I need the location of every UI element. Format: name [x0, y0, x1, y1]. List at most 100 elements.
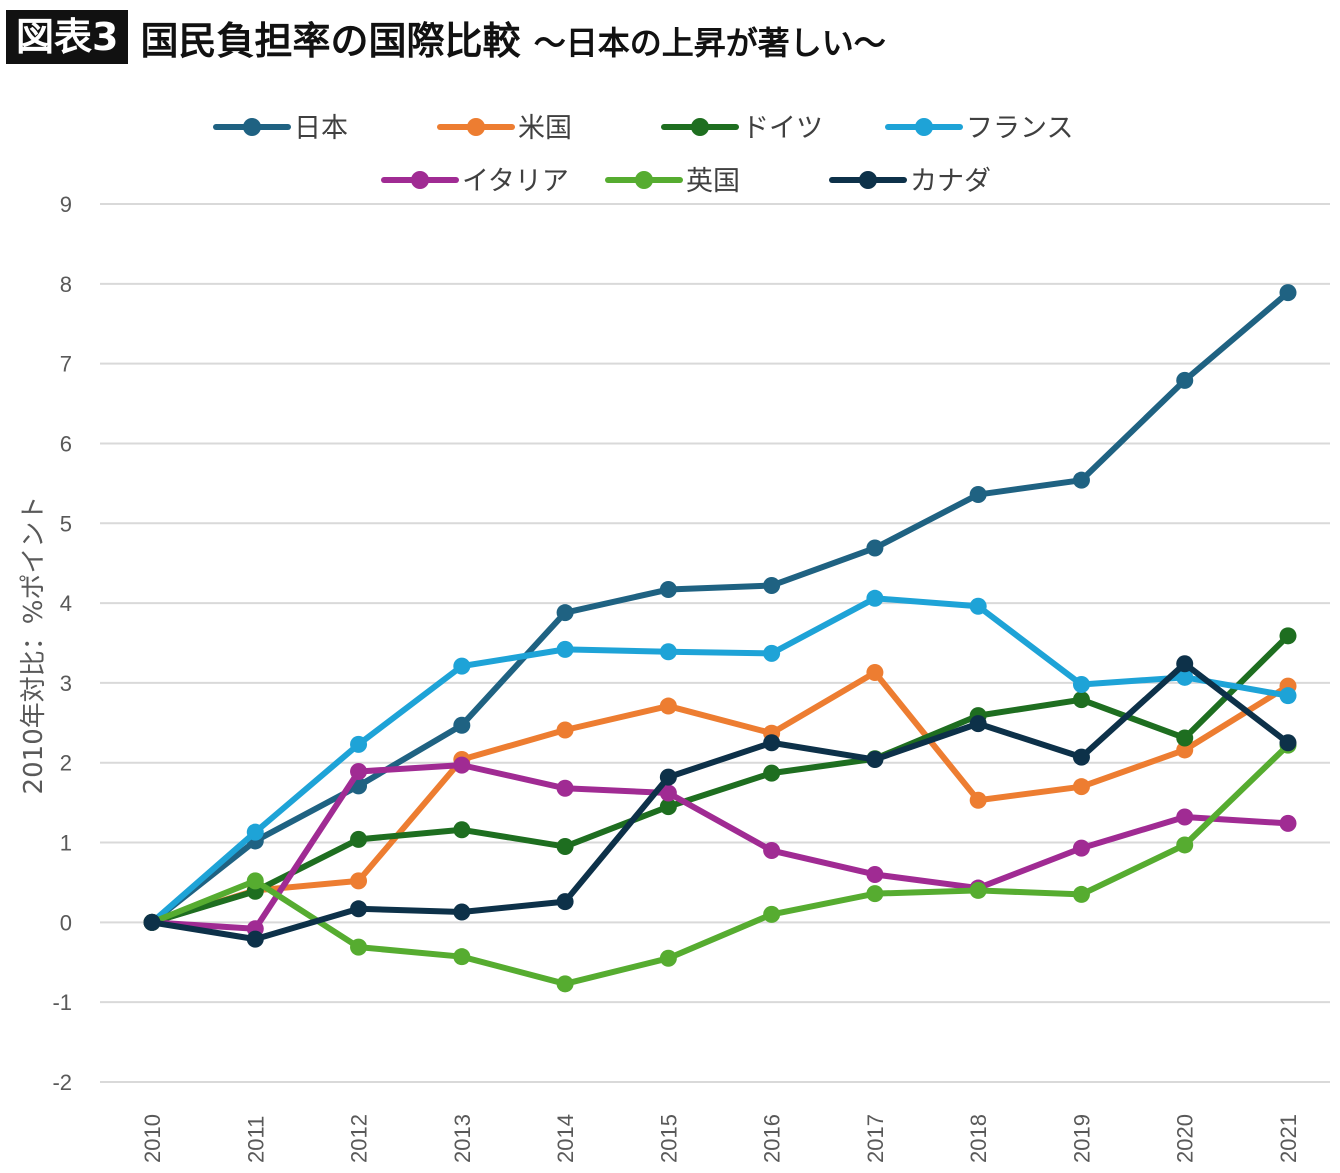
y-tick-label: 8 [60, 272, 72, 297]
data-point [556, 640, 574, 658]
data-point [1072, 778, 1090, 796]
data-point [246, 823, 264, 841]
data-point [866, 865, 884, 883]
series-line [149, 632, 1291, 926]
y-axis-ticks: -2 -1 0 1 2 3 4 5 6 7 8 9 [52, 192, 72, 1095]
y-tick-label: -2 [52, 1070, 72, 1095]
legend-label: カナダ [910, 166, 991, 197]
chart-header: 図表3 国民負担率の国際比較 〜日本の上昇が著しい〜 [6, 8, 886, 66]
data-point [1072, 676, 1090, 694]
x-tick-label: 2010 [140, 1114, 165, 1163]
data-point [143, 913, 161, 931]
data-point [1072, 691, 1090, 709]
data-point [453, 821, 471, 839]
x-tick-label: 2020 [1173, 1114, 1198, 1163]
y-tick-label: 5 [60, 511, 72, 536]
legend-item: 日本 [213, 113, 348, 144]
data-point [350, 900, 368, 918]
data-point [763, 644, 781, 662]
x-tick-label: 2014 [553, 1114, 578, 1163]
data-point [659, 798, 677, 816]
x-tick-label: 2013 [450, 1114, 475, 1163]
x-tick-label: 2019 [1069, 1114, 1094, 1163]
data-point [866, 751, 884, 769]
data-point [969, 881, 987, 899]
series-line [149, 669, 1291, 926]
data-point [866, 664, 884, 682]
legend-label: 英国 [686, 166, 740, 197]
data-point [556, 975, 574, 993]
chart-subtitle: 〜日本の上昇が著しい〜 [533, 23, 886, 62]
data-point [453, 756, 471, 774]
x-tick-label: 2018 [966, 1114, 991, 1163]
legend-swatch-marker [915, 118, 933, 136]
data-point [763, 764, 781, 782]
data-point [866, 539, 884, 557]
data-point [350, 938, 368, 956]
data-point [556, 604, 574, 622]
legend-item: フランス [885, 113, 1073, 144]
legend-item: 米国 [437, 113, 572, 144]
data-point [1279, 687, 1297, 705]
data-point [763, 734, 781, 752]
series-line [149, 595, 1291, 926]
data-point [1176, 668, 1194, 686]
data-point [453, 716, 471, 734]
legend-item: カナダ [829, 166, 991, 197]
legend-swatch-marker [467, 118, 485, 136]
data-point [1279, 627, 1297, 645]
data-point [453, 948, 471, 966]
y-tick-label: 3 [60, 671, 72, 696]
data-point [969, 486, 987, 504]
x-tick-label: 2017 [863, 1114, 888, 1163]
series-lines [143, 284, 1297, 993]
legend-label: フランス [966, 113, 1073, 144]
legend-swatch-marker [691, 118, 709, 136]
y-tick-label: 7 [60, 352, 72, 377]
x-tick-label: 2016 [760, 1114, 785, 1163]
data-point [1176, 371, 1194, 389]
y-tick-label: 6 [60, 431, 72, 456]
data-point [1072, 885, 1090, 903]
legend-label: イタリア [462, 166, 569, 197]
data-point [246, 872, 264, 890]
data-point [350, 830, 368, 848]
data-point [453, 903, 471, 921]
y-tick-label: 4 [60, 591, 72, 616]
x-axis-ticks: 2010 2011 2012 2013 2014 2015 2016 2017 2018 2019… [140, 1114, 1301, 1163]
data-point [1279, 284, 1297, 302]
data-point [1279, 734, 1297, 752]
y-tick-label: 9 [60, 192, 72, 217]
data-point [969, 597, 987, 615]
data-point [1072, 748, 1090, 766]
y-axis-label: 2010年対比：%ポイント [19, 496, 49, 795]
chart-title-main: 国民負担率の国際比較 [140, 18, 521, 63]
data-point [659, 643, 677, 661]
data-point [763, 577, 781, 595]
x-tick-label: 2015 [656, 1114, 681, 1163]
series-line [149, 742, 1291, 987]
series-line [149, 660, 1291, 943]
data-point [556, 779, 574, 797]
legend-swatch-marker [243, 118, 261, 136]
y-tick-label: 1 [60, 831, 72, 856]
legend-item: イタリア [381, 166, 569, 197]
series-line [149, 762, 1291, 932]
data-point [1279, 814, 1297, 832]
data-point [350, 872, 368, 890]
data-point [763, 905, 781, 923]
data-point [556, 721, 574, 739]
x-tick-label: 2011 [243, 1116, 268, 1163]
data-point [556, 893, 574, 911]
legend-swatch-marker [859, 171, 877, 189]
data-point [659, 949, 677, 967]
data-point [350, 735, 368, 753]
y-tick-label: 2 [60, 751, 72, 776]
x-tick-label: 2012 [347, 1114, 372, 1163]
data-point [246, 930, 264, 948]
data-point [1072, 839, 1090, 857]
series-英国 [143, 736, 1297, 993]
figure-number-badge: 図表3 [6, 10, 129, 64]
